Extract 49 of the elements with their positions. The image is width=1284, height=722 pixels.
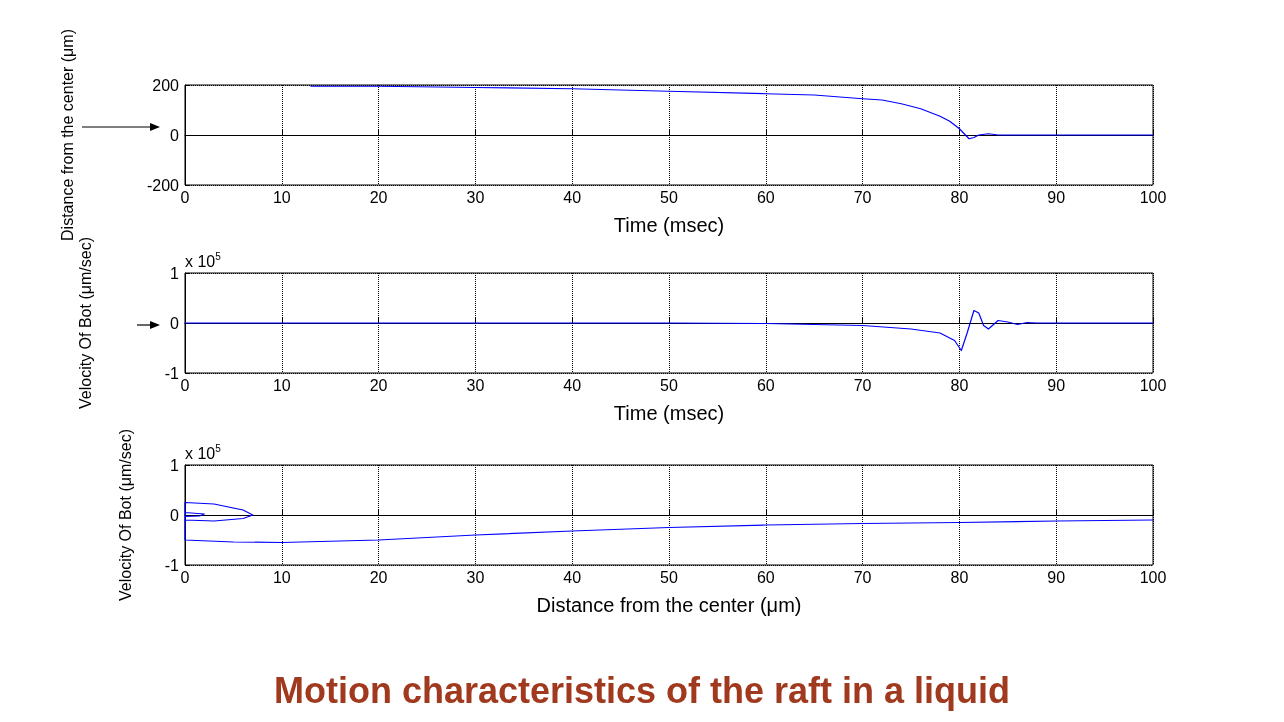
x-tick-label: 20	[369, 188, 388, 206]
x-tick-label: 80	[950, 188, 969, 206]
x-tick-label: 100	[1139, 376, 1167, 394]
x-tick-label: 10	[272, 188, 291, 206]
x-tick-label: 30	[466, 376, 485, 394]
x-tick-label: 60	[756, 568, 775, 586]
y-tick-label: 0	[170, 126, 180, 144]
y-tick-label: 1	[170, 456, 180, 474]
x-tick-label: 50	[660, 376, 678, 394]
y-tick-label: 0	[170, 314, 180, 332]
x-tick-label: 10	[272, 568, 291, 586]
x-tick-label: 70	[853, 376, 872, 394]
x-tick-label: 100	[1139, 568, 1167, 586]
y-axis-title: Distance from the center (μm)	[58, 29, 76, 241]
x-tick-label: 60	[756, 188, 775, 206]
x-tick-label: 90	[1047, 568, 1066, 586]
x-axis-title: Time (msec)	[613, 402, 725, 424]
x-axis-title: Distance from the center (μm)	[536, 594, 802, 616]
line-series	[184, 309, 1154, 352]
x-tick-label: 80	[950, 568, 969, 586]
x-tick-label: 20	[369, 568, 388, 586]
x-tick-label: 90	[1047, 376, 1066, 394]
x-tick-label: 40	[563, 376, 582, 394]
y-axis-title: Velocity Of Bot (μm/sec)	[116, 429, 134, 601]
x-tick-label: 90	[1047, 188, 1066, 206]
y-tick-label: 200	[152, 76, 180, 94]
text: Motion characteristics of the raft in a liquid	[272, 670, 1012, 712]
y-tick-label: -1	[164, 364, 180, 382]
x-tick-label: 100	[1139, 188, 1167, 206]
x-tick-label: 30	[466, 568, 485, 586]
x-tick-label: 10	[272, 376, 291, 394]
x-tick-label: 30	[466, 188, 485, 206]
line-series	[184, 501, 1154, 544]
y-tick-label: -1	[164, 556, 180, 574]
x-axis-title: Time (msec)	[613, 214, 725, 236]
x-tick-label: 80	[950, 376, 969, 394]
x-tick-label: 60	[756, 376, 775, 394]
x-tick-label: 50	[660, 568, 678, 586]
x-tick-label: 70	[853, 188, 872, 206]
x-tick-label: 70	[853, 568, 872, 586]
x-tick-label: 50	[660, 188, 678, 206]
x-tick-label: 20	[369, 376, 388, 394]
y-tick-label: -200	[146, 176, 180, 194]
x-tick-label: 40	[563, 568, 582, 586]
y-tick-label: 1	[170, 264, 180, 282]
line-series	[310, 85, 1154, 140]
x-tick-label: 40	[563, 188, 582, 206]
y-tick-label: 0	[170, 506, 180, 524]
y-axis-title: Velocity Of Bot (μm/sec)	[76, 237, 94, 409]
